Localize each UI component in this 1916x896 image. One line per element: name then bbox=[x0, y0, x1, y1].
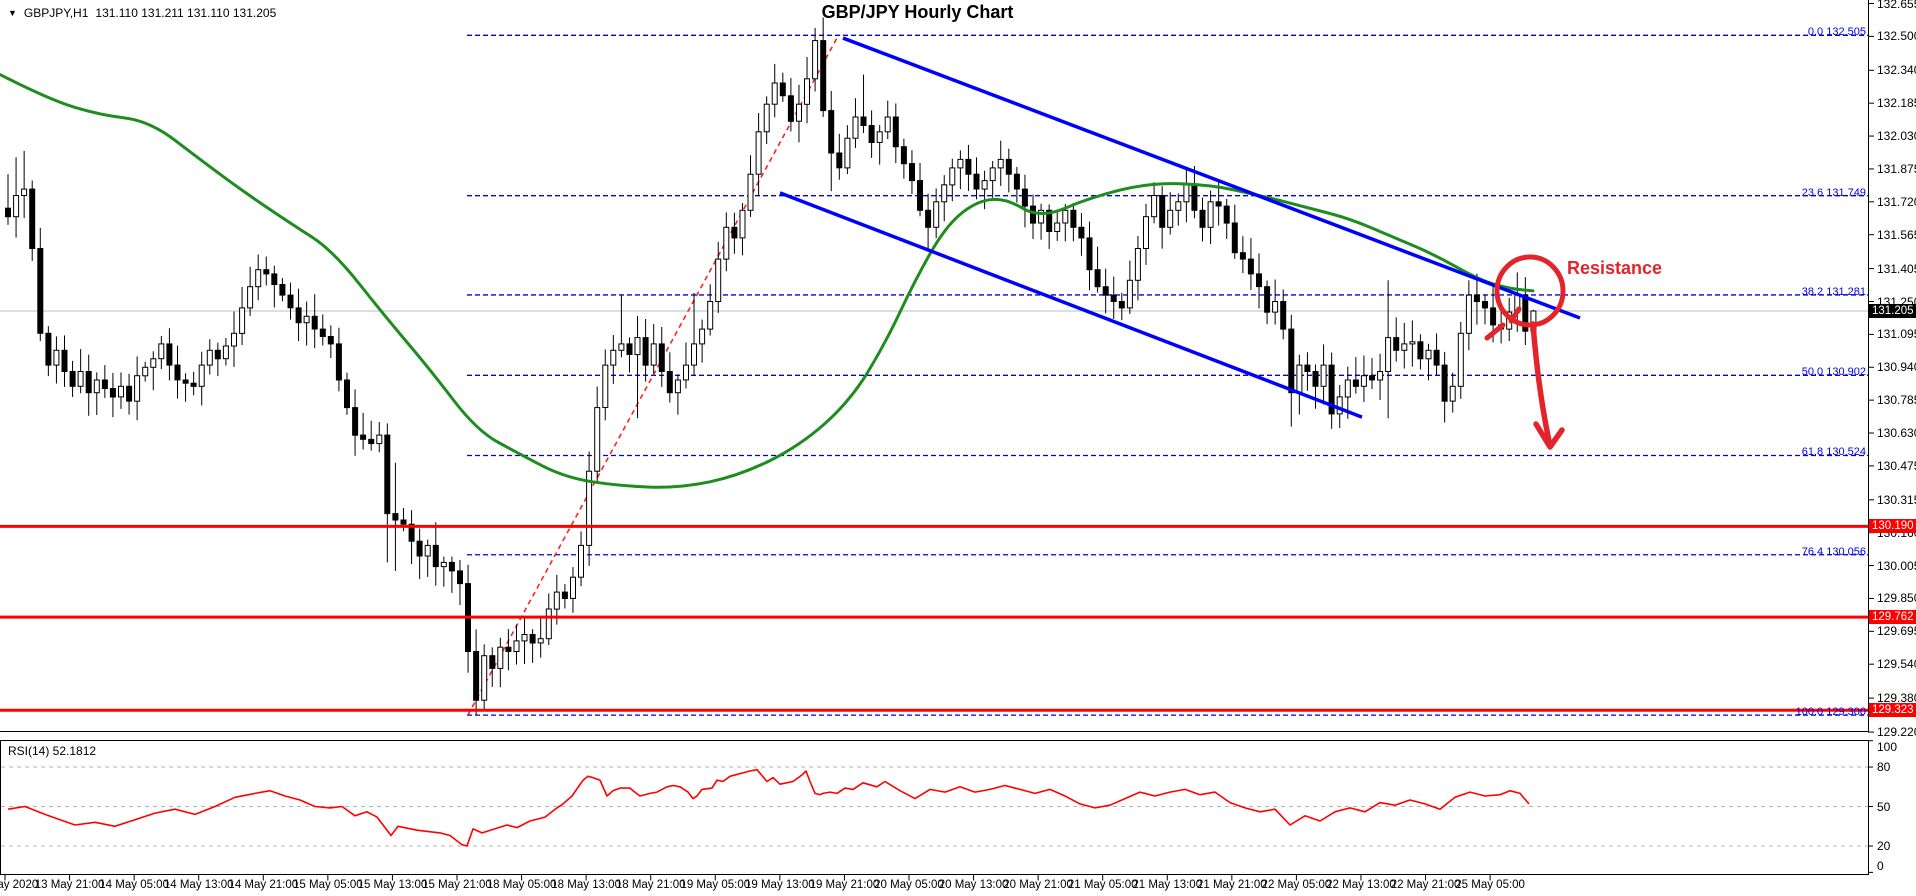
price-tick-label: 129.695 bbox=[1877, 624, 1916, 639]
price-tick-label: 132.185 bbox=[1877, 96, 1916, 111]
price-tick-label: 132.340 bbox=[1877, 63, 1916, 78]
resistance-annotation-label: Resistance bbox=[1567, 258, 1663, 278]
time-tick-label: 13 May 21:00 bbox=[34, 879, 105, 891]
symbol-dropdown-icon[interactable]: ▼ bbox=[8, 8, 17, 18]
current-price-box: 131.205 bbox=[1869, 304, 1916, 319]
alert-price-box: 129.762 bbox=[1869, 610, 1916, 625]
alert-price-box: 129.323 bbox=[1869, 703, 1916, 718]
time-tick-label: 18 May 13:00 bbox=[551, 879, 621, 891]
price-tick-label: 132.655 bbox=[1877, 0, 1916, 11]
rsi-scale-label: 20 bbox=[1877, 839, 1891, 854]
fib-level-label: 50.0 130.902 bbox=[1801, 366, 1866, 379]
time-tick-label: 18 May 05:00 bbox=[486, 879, 557, 891]
price-tick-label: 131.405 bbox=[1877, 261, 1916, 276]
time-tick-label: 15 May 05:00 bbox=[293, 879, 363, 891]
alert-price-box: 130.190 bbox=[1869, 519, 1916, 534]
fib-level-label: 23.6 131.749 bbox=[1801, 186, 1866, 199]
down-arrow-shaft bbox=[1530, 321, 1552, 444]
rsi-scale-label: 0 bbox=[1877, 859, 1884, 873]
rsi-scale-label: 80 bbox=[1877, 760, 1891, 775]
time-tick-label: 19 May 05:00 bbox=[680, 879, 751, 891]
time-tick-label: 15 May 21:00 bbox=[422, 879, 492, 891]
time-tick-label: 25 May 05:00 bbox=[1455, 879, 1525, 891]
annotation-pen-stroke bbox=[1508, 306, 1522, 324]
price-tick-label: 129.380 bbox=[1877, 691, 1916, 706]
price-tick-label: 130.315 bbox=[1877, 492, 1916, 507]
rsi-line bbox=[7, 768, 1530, 847]
time-tick-label: 20 May 05:00 bbox=[874, 879, 944, 891]
price-tick-label: 130.630 bbox=[1877, 426, 1916, 440]
time-tick-label: 14 May 05:00 bbox=[99, 879, 169, 891]
rally-trendline-dashed bbox=[467, 35, 839, 716]
moving-average-line bbox=[0, 73, 1535, 489]
time-tick-label: 22 May 05:00 bbox=[1261, 879, 1332, 891]
price-tick-label: 131.565 bbox=[1877, 227, 1916, 242]
price-tick-label: 132.500 bbox=[1877, 29, 1916, 44]
symbol-info-bar: ▼ GBPJPY,H1 131.110 131.211 131.110 131.… bbox=[8, 6, 276, 20]
symbol-timeframe-label: GBPJPY,H1 bbox=[23, 6, 89, 20]
chart-title: GBP/JPY Hourly Chart bbox=[821, 2, 1014, 22]
time-tick-label: 22 May 13:00 bbox=[1326, 879, 1396, 891]
price-tick-label: 130.940 bbox=[1877, 360, 1916, 375]
rsi-scale-label: 100 bbox=[1877, 740, 1898, 754]
time-tick-label: 14 May 13:00 bbox=[163, 879, 234, 891]
current-bar-ohlc: 131.110 131.211 131.110 131.205 bbox=[95, 6, 277, 20]
down-arrow-head bbox=[1533, 421, 1565, 450]
time-tick-label: 20 May 21:00 bbox=[1003, 879, 1073, 891]
price-tick-label: 132.030 bbox=[1877, 129, 1916, 144]
fib-level-label: 38.2 131.281 bbox=[1801, 285, 1866, 298]
price-tick-label: 129.540 bbox=[1877, 657, 1916, 672]
time-tick-label: 21 May 13:00 bbox=[1132, 879, 1203, 891]
price-tick-label: 129.850 bbox=[1877, 591, 1916, 606]
time-tick-label: 21 May 05:00 bbox=[1067, 879, 1138, 891]
fib-level-label: 0.0 132.505 bbox=[1807, 26, 1866, 39]
fib-level-label: 61.8 130.524 bbox=[1801, 446, 1866, 459]
time-tick-label: 14 May 21:00 bbox=[228, 879, 299, 891]
rsi-panel-border bbox=[0, 740, 1869, 875]
fib-level-label: 76.4 130.056 bbox=[1801, 545, 1866, 558]
time-tick-label: 22 May 21:00 bbox=[1390, 879, 1461, 891]
price-tick-label: 130.475 bbox=[1877, 458, 1916, 473]
price-tick-label: 131.095 bbox=[1877, 327, 1916, 342]
time-tick-label: 18 May 21:00 bbox=[615, 879, 686, 891]
price-tick-label: 131.720 bbox=[1877, 194, 1916, 209]
price-tick-label: 130.005 bbox=[1877, 558, 1916, 573]
time-tick-label: 15 May 13:00 bbox=[357, 879, 428, 891]
rsi-scale-label: 50 bbox=[1877, 799, 1891, 814]
price-tick-label: 129.220 bbox=[1877, 725, 1916, 740]
annotation-pen-stroke bbox=[1484, 322, 1506, 341]
time-tick-label: 20 May 13:00 bbox=[938, 879, 1009, 891]
candlestick-series bbox=[5, 17, 1537, 716]
channel-upper-trendline bbox=[842, 36, 1581, 320]
time-tick-label: 13 May 2020 bbox=[0, 879, 39, 891]
time-tick-label: 19 May 21:00 bbox=[809, 879, 880, 891]
price-tick-label: 130.785 bbox=[1877, 393, 1916, 408]
price-tick-label: 131.875 bbox=[1877, 161, 1916, 176]
time-tick-label: 21 May 21:00 bbox=[1196, 879, 1267, 891]
rsi-indicator-label: RSI(14) 52.1812 bbox=[8, 744, 97, 758]
time-tick-label: 19 May 13:00 bbox=[744, 879, 815, 891]
fib-level-label: 100.0 129.300 bbox=[1795, 706, 1866, 719]
channel-lower-trendline bbox=[779, 191, 1363, 419]
resistance-circle-annotation bbox=[1494, 254, 1566, 328]
